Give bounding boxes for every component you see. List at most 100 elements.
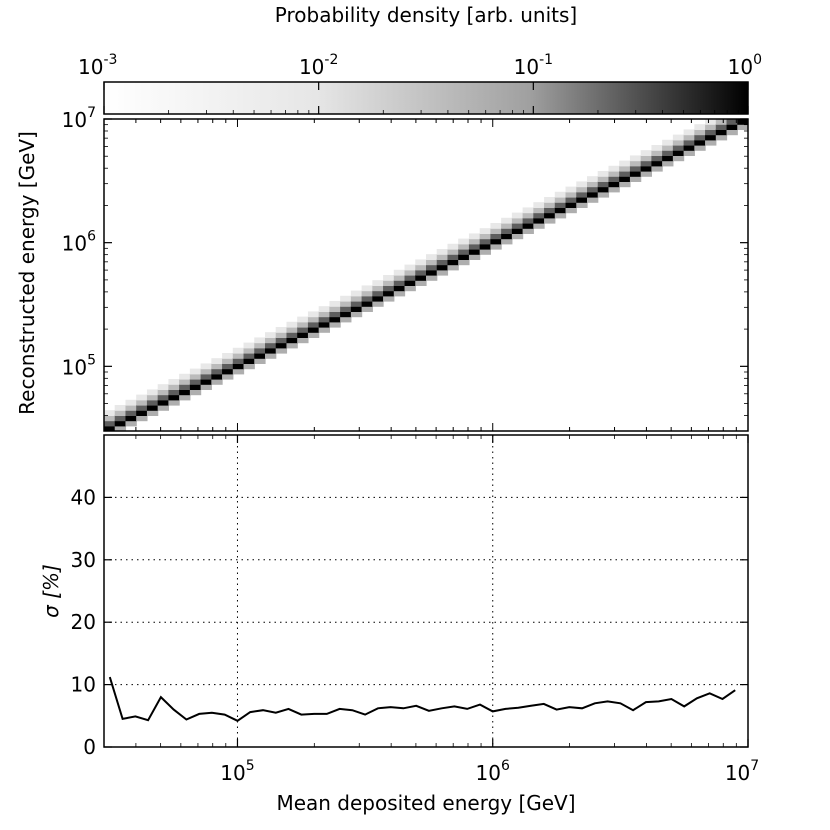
heatmap-cell — [544, 197, 556, 203]
heatmap-cell — [307, 316, 320, 323]
heatmap-cell — [565, 207, 577, 214]
heatmap-cell — [372, 301, 384, 307]
heatmap-cell — [490, 238, 502, 245]
heatmap-cell — [168, 389, 180, 396]
heatmap-cell — [587, 176, 599, 182]
colorbar-tick-labels: 10-3 10-2 10-1 100 — [78, 52, 762, 79]
heatmap-cell — [629, 160, 642, 167]
heatmap-cell — [318, 316, 330, 323]
heatmap-cell — [683, 129, 695, 136]
heatmap-cell — [383, 290, 395, 297]
heatmap-cell — [501, 217, 513, 224]
heatmap-cell — [393, 290, 406, 297]
heatmap-cell — [726, 129, 738, 136]
heatmap-cell — [211, 373, 223, 380]
heatmap-cell — [265, 337, 277, 344]
heatmap-cell — [125, 405, 137, 411]
heatmap-cell — [672, 155, 685, 162]
line-y-tick-label: 10 — [71, 673, 96, 697]
heatmap-cell — [597, 191, 610, 198]
heatmap-cell — [511, 217, 524, 224]
heatmap-panel: Reconstructed energy [GeV] — [15, 118, 749, 432]
heatmap-cell — [286, 332, 298, 338]
heatmap-cell — [340, 306, 352, 312]
heatmap-cell — [662, 150, 674, 156]
heatmap-cell — [511, 212, 524, 219]
heatmap-cell — [640, 155, 652, 162]
heatmap-cell — [254, 353, 266, 359]
heatmap-cell — [189, 379, 202, 385]
heatmap-cell — [404, 285, 416, 292]
heatmap-y-tick-label: 106 — [62, 229, 96, 256]
heatmap-cell — [694, 129, 706, 136]
heatmap-cell — [426, 275, 438, 281]
heatmap-cell — [619, 160, 631, 167]
line-y-tick-labels: 0 10 20 30 40 — [71, 485, 96, 759]
heatmap-cell — [565, 186, 577, 193]
heatmap-cell — [597, 181, 610, 188]
heatmap-frame — [103, 118, 749, 432]
heatmap-cell — [350, 306, 363, 312]
colorbar — [103, 81, 749, 115]
heatmap-cell — [125, 410, 137, 416]
heatmap-cell — [576, 202, 588, 208]
heatmap-cell — [533, 207, 545, 214]
heatmap-cell — [286, 342, 298, 349]
heatmap-cell — [211, 358, 223, 364]
heatmap-cell — [705, 134, 717, 141]
heatmap-cell — [275, 342, 288, 349]
heatmap-cell — [533, 223, 545, 229]
heatmap-cell — [383, 295, 395, 302]
heatmap-cell — [640, 165, 652, 172]
heatmap-cell — [447, 254, 459, 260]
heatmap-cell — [286, 327, 298, 333]
heatmap-cell — [479, 233, 491, 240]
heatmap-cell — [458, 249, 470, 255]
heatmap-cell — [629, 155, 642, 162]
heatmap-cell — [104, 420, 116, 427]
heatmap-cells — [104, 119, 748, 431]
heatmap-cell — [350, 311, 363, 318]
heatmap-cell — [554, 191, 567, 198]
colorbar-label: Probability density [arb. units] — [275, 3, 577, 27]
heatmap-cell — [511, 228, 524, 234]
heatmap-cell — [179, 384, 191, 390]
heatmap-cell — [232, 347, 245, 354]
heatmap-cell — [715, 119, 728, 125]
heatmap-cell — [200, 368, 212, 375]
heatmap-cell — [146, 405, 159, 411]
heatmap-cell — [436, 269, 449, 276]
heatmap-cell — [189, 373, 202, 380]
heatmap-cell — [146, 399, 159, 406]
heatmap-cell — [297, 321, 309, 328]
heatmap-cell — [243, 342, 255, 349]
heatmap-cell — [436, 259, 449, 266]
heatmap-cell — [104, 425, 116, 431]
heatmap-cell — [662, 155, 674, 162]
heatmap-y-tick-labels: 105 106 107 — [62, 105, 96, 379]
line-background — [104, 435, 748, 747]
heatmap-cell — [372, 280, 384, 286]
heatmap-cell — [104, 410, 116, 416]
heatmap-cell — [404, 275, 416, 281]
heatmap-cell — [662, 160, 674, 167]
heatmap-cell — [415, 269, 427, 276]
heatmap-cell — [651, 150, 663, 156]
heatmap-cell — [436, 249, 449, 255]
heatmap-cell — [146, 394, 159, 401]
heatmap-cell — [265, 347, 277, 354]
heatmap-cell — [544, 212, 556, 219]
heatmap-cell — [737, 124, 748, 130]
heatmap-cell — [361, 285, 373, 292]
heatmap-cell — [608, 186, 620, 193]
heatmap-cell — [447, 264, 459, 271]
heatmap-cell — [694, 145, 706, 151]
heatmap-cell — [318, 306, 330, 312]
heatmap-cell — [232, 358, 245, 364]
heatmap-cell — [640, 150, 652, 156]
heatmap-cell — [286, 321, 298, 328]
heatmap-cell — [501, 223, 513, 229]
heatmap-cell — [179, 394, 191, 401]
heatmap-cell — [672, 134, 685, 141]
